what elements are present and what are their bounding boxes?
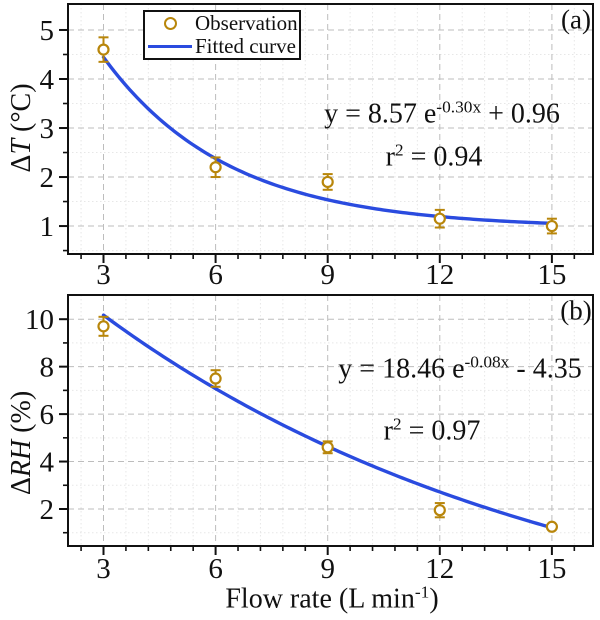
- y-tick-label: 10: [25, 304, 54, 336]
- data-point-marker: [545, 219, 558, 233]
- y-axis-title-b-variable: RH: [6, 439, 37, 478]
- legend: Observation Fitted curve: [143, 10, 301, 60]
- fit-equation-a: y = 8.57 e-0.30x + 0.96: [324, 98, 560, 131]
- data-point-marker: [433, 504, 446, 517]
- x-tick-label: 9: [320, 259, 335, 291]
- r-squared-b-value: = 0.97: [401, 415, 481, 447]
- x-tick-label: 3: [96, 553, 111, 585]
- panel-label-a: (a): [561, 4, 591, 35]
- y-tick-label: 2: [40, 494, 55, 526]
- legend-entry-fitted-curve: Fitted curve: [145, 35, 299, 58]
- panel-b: 3 6 9 12 15 2 4 6 8 10: [25, 294, 594, 585]
- r-squared-b-symbol: r: [383, 415, 393, 447]
- r-squared-a-exponent: 2: [394, 140, 404, 160]
- data-point-marker: [209, 161, 222, 174]
- fitted-curve: [101, 55, 554, 226]
- panel-border: [67, 294, 594, 547]
- observation-marker-icon: [163, 17, 177, 30]
- data-point-marker: [433, 212, 446, 225]
- r-squared-a-value: = 0.94: [403, 141, 483, 173]
- y-tick-label: 5: [40, 15, 55, 47]
- x-tick-label: 12: [425, 259, 454, 291]
- equation-b-body: y = 18.46 e: [338, 353, 465, 385]
- y-axis-title-b-delta: Δ: [6, 477, 37, 496]
- data-point-marker: [97, 320, 110, 333]
- y-tick-label: 2: [40, 162, 55, 194]
- x-tick-label: 6: [208, 553, 223, 585]
- legend-label-fitted-curve: Fitted curve: [195, 34, 296, 58]
- equation-a-body: y = 8.57 e: [324, 98, 437, 130]
- x-tick-label: 6: [208, 259, 223, 291]
- equation-b-constant: - 4.35: [509, 353, 582, 385]
- fitted-line-icon: [148, 45, 192, 48]
- x-tick-label: 15: [537, 553, 566, 585]
- x-tick-label: 3: [96, 259, 111, 291]
- data-point-marker: [321, 441, 334, 454]
- x-tick-label: 9: [320, 553, 335, 585]
- y-tick-label: 3: [40, 113, 55, 145]
- x-axis-title-text: Flow rate (L min: [225, 583, 415, 615]
- y-axis-title-b-units: (%): [6, 390, 37, 440]
- r-squared-b-exponent: 2: [392, 414, 402, 434]
- x-tick-label: 15: [537, 259, 566, 291]
- y-axis-title-a: ΔT (°C): [6, 83, 38, 172]
- y-axis-title-a-delta: Δ: [6, 154, 37, 173]
- y-axis-title-a-variable: T: [6, 138, 37, 155]
- panel-label-b: (b): [560, 295, 592, 326]
- x-axis-title-exponent: -1: [414, 582, 430, 602]
- x-tick-label: 12: [425, 553, 454, 585]
- y-tick-label: 8: [40, 352, 55, 384]
- r-squared-b: r2 = 0.97: [384, 415, 481, 448]
- fit-equation-b: y = 18.46 e-0.08x - 4.35: [338, 353, 581, 386]
- y-axis-title-b: ΔRH (%): [6, 391, 38, 495]
- r-squared-a-symbol: r: [385, 141, 395, 173]
- x-axis-title: Flow rate (L min-1): [225, 583, 438, 616]
- data-point-marker: [545, 520, 558, 533]
- data-point-marker: [97, 43, 110, 56]
- x-axis-title-close: ): [429, 583, 439, 615]
- data-point-marker: [209, 372, 222, 385]
- y-axis-title-a-units: (°C): [6, 83, 37, 139]
- r-squared-a: r2 = 0.94: [386, 141, 483, 174]
- y-tick-label: 4: [40, 447, 55, 479]
- y-tick-label: 4: [40, 64, 55, 96]
- y-tick-label: 1: [40, 211, 55, 243]
- equation-a-exponent: -0.30x: [436, 97, 482, 117]
- equation-a-constant: + 0.96: [481, 98, 560, 130]
- equation-b-exponent: -0.08x: [464, 352, 510, 372]
- legend-label-observation: Observation: [195, 11, 298, 35]
- y-tick-label: 6: [40, 399, 55, 431]
- legend-entry-observation: Observation: [145, 12, 299, 35]
- data-point-marker: [321, 175, 334, 189]
